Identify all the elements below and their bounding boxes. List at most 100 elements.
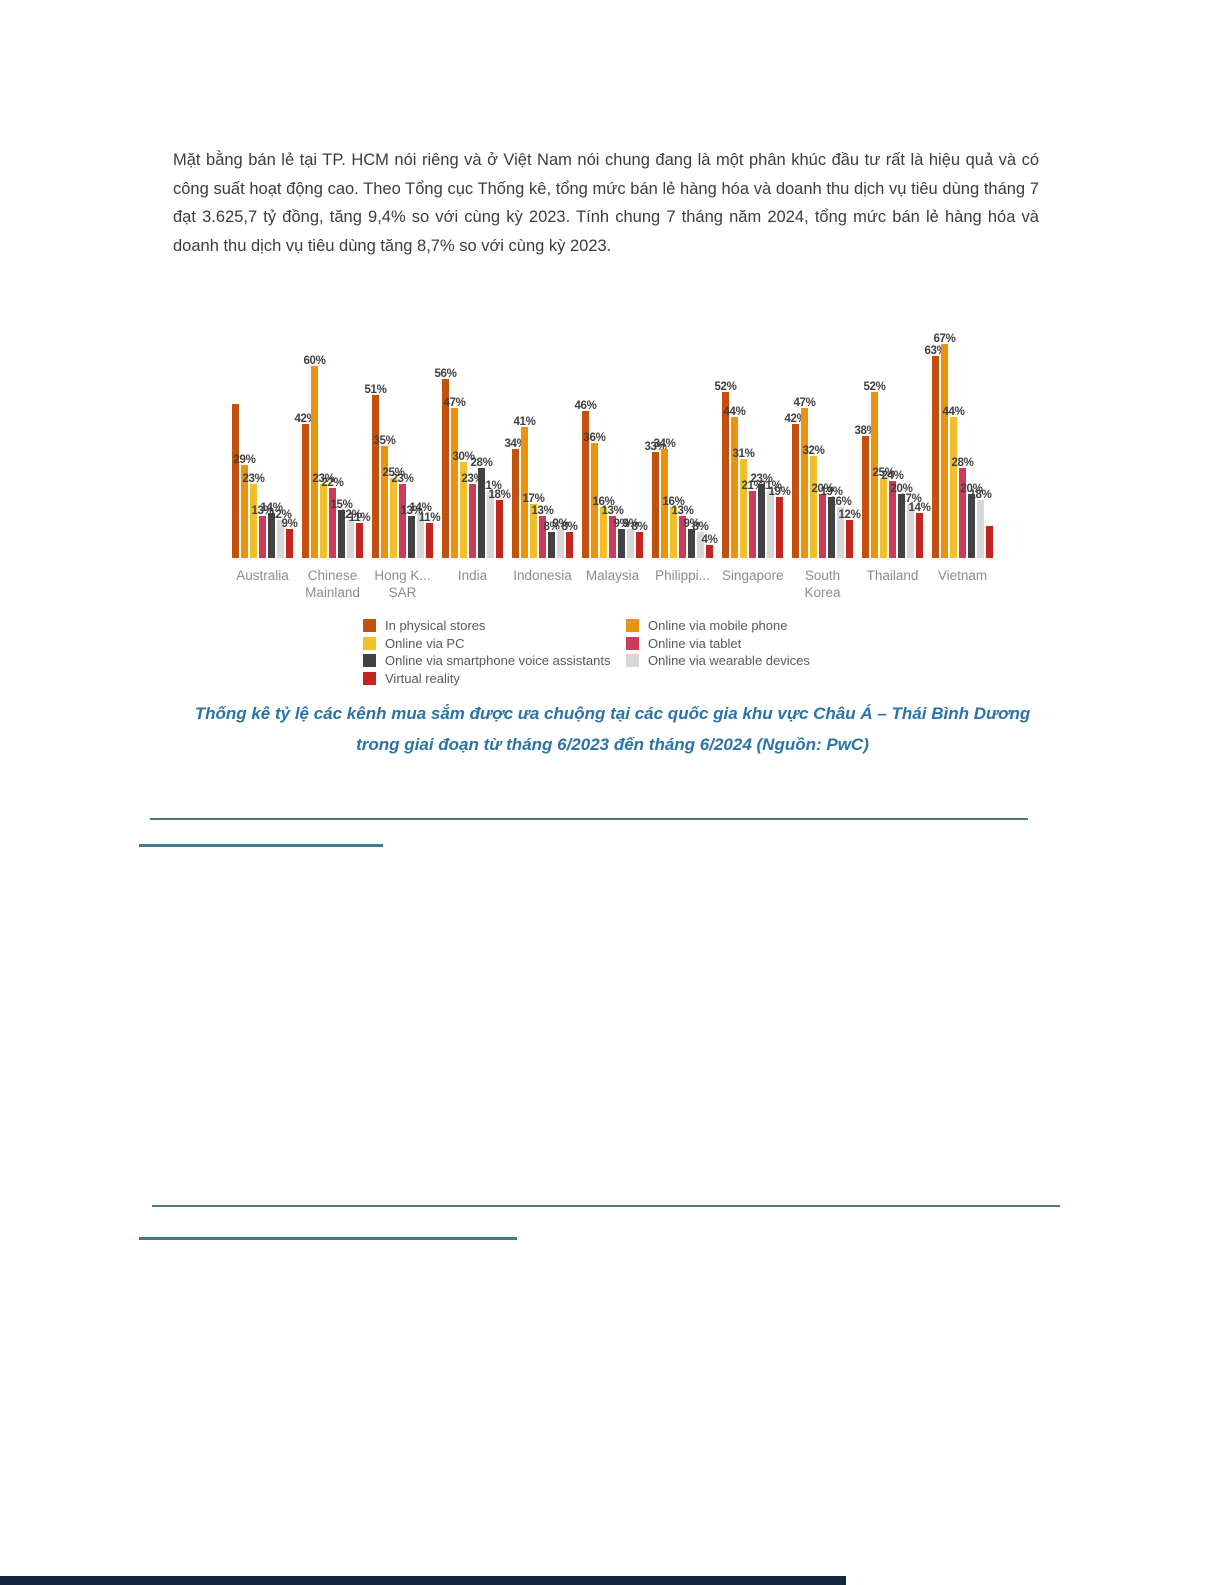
- bar: [557, 529, 564, 558]
- bar: [277, 519, 284, 558]
- bar: [512, 449, 519, 558]
- bar-group-philippi-: 33% 34% 16% 13% 9% 8% 4%: [644, 438, 718, 558]
- bar: [417, 513, 424, 558]
- separator-line-long-2: [152, 1205, 1060, 1207]
- x-axis-label: Australia: [236, 568, 289, 583]
- separator-line-short-1: [139, 844, 383, 847]
- bottom-page-band: [0, 1576, 846, 1585]
- chart-caption: Thống kê tỷ lệ các kênh mua sắm được ưa …: [140, 698, 1085, 760]
- bar-value-label: 16%: [662, 495, 685, 508]
- x-axis-label: Malaysia: [585, 568, 640, 583]
- bar: [259, 516, 266, 558]
- bar-slot: 30%: [452, 451, 475, 558]
- bar-value-label: 47%: [793, 396, 816, 409]
- legend-swatch-icon: [363, 636, 376, 650]
- bar-slot: 8%: [631, 521, 648, 558]
- bar-value-label: 19%: [820, 486, 843, 499]
- bar-slot: 52%: [714, 381, 737, 558]
- bar-value-label: 17%: [899, 492, 922, 505]
- bar-value-label: 18%: [488, 489, 511, 502]
- legend-swatch-icon: [626, 654, 639, 668]
- bar: [487, 490, 494, 558]
- legend-label: In physical stores: [385, 618, 486, 634]
- bar-slot: 23%: [391, 473, 414, 558]
- bar-slot: 15%: [330, 499, 353, 558]
- intro-paragraph: Mặt bằng bán lẻ tại TP. HCM nói riêng và…: [173, 151, 1039, 255]
- legend-label: Online via PC: [385, 635, 465, 651]
- x-axis-label: Vietnam: [937, 568, 988, 583]
- bar: [426, 522, 433, 558]
- bar: [679, 516, 686, 558]
- bar-slot: 17%: [522, 493, 545, 558]
- bar-slot: 12%: [838, 509, 861, 558]
- bar: [880, 478, 887, 558]
- bar: [661, 449, 668, 558]
- bar: [889, 481, 896, 558]
- legend-swatch-icon: [626, 619, 639, 633]
- bar-slot: 9%: [622, 518, 639, 558]
- bar-group-chinese: 42% 60% 23% 22% 15% 12% 11%: [294, 355, 371, 558]
- bar: [670, 506, 677, 558]
- legend-swatch-icon: [363, 654, 376, 668]
- bar-slot: 31%: [732, 448, 755, 558]
- bar: [819, 494, 826, 558]
- bar-value-label: 16%: [592, 495, 615, 508]
- legend-label: Online via wearable devices: [648, 653, 810, 669]
- bar-value-label: 8%: [543, 521, 560, 534]
- bar-slot: 51%: [364, 384, 387, 558]
- bar-value-label: 35%: [373, 435, 396, 447]
- bar-group-singapore: 52% 44% 31% 21% 23% 21% 19%: [714, 381, 791, 558]
- bar: [731, 417, 738, 558]
- bar-value-label: 41%: [513, 415, 536, 428]
- bar-value-label: 14%: [908, 502, 931, 515]
- bar-value-label: 47%: [443, 396, 466, 409]
- bar-slot: 47%: [793, 397, 816, 558]
- bar: [399, 484, 406, 558]
- bar: [566, 532, 573, 558]
- bar-value-label: 11%: [348, 511, 371, 524]
- bar-group-australia: 29% 23% 13% 14% 12% 9%: [232, 404, 298, 558]
- bar: [722, 391, 729, 558]
- bar-slot: 9%: [613, 518, 630, 558]
- bar-slot: [986, 526, 993, 558]
- bar-slot: 24%: [881, 470, 904, 558]
- legend-item: Online via wearable devices: [626, 652, 810, 670]
- bar-value-label: 12%: [269, 508, 292, 521]
- bar-slot: 44%: [723, 406, 746, 558]
- bar-slot: 18%: [969, 489, 992, 558]
- legend-swatch-icon: [363, 619, 376, 633]
- bar: [600, 506, 607, 558]
- bar: [372, 394, 379, 558]
- bar-slot: 41%: [513, 416, 536, 558]
- bar-slot: 9%: [552, 518, 569, 558]
- bar: [871, 391, 878, 558]
- bar: [776, 497, 783, 558]
- bar-slot: 46%: [574, 400, 597, 558]
- bar-slot: 28%: [951, 457, 974, 558]
- bar-slot: 52%: [863, 381, 886, 558]
- bar-slot: 16%: [662, 496, 685, 558]
- bar: [408, 516, 415, 558]
- bar-slot: 12%: [269, 509, 292, 558]
- bar-group-malaysia: 46% 36% 16% 13% 9% 9% 8%: [574, 400, 648, 558]
- bar-slot: [232, 404, 239, 558]
- bar-value-label: 31%: [732, 447, 755, 460]
- bar: [268, 513, 275, 558]
- bar-slot: 11%: [419, 512, 441, 558]
- legend-item: Online via smartphone voice assistants: [363, 652, 626, 670]
- bar-slot: 42%: [784, 413, 807, 558]
- bar-slot: 33%: [644, 441, 667, 558]
- bar-slot: 14%: [260, 502, 283, 558]
- bar: [767, 490, 774, 558]
- bar: [250, 484, 257, 558]
- bar-slot: 67%: [933, 333, 956, 558]
- bar: [521, 426, 528, 558]
- bar-value-label: 52%: [863, 380, 886, 393]
- bar-slot: 25%: [382, 467, 405, 558]
- bar: [977, 500, 984, 558]
- bar-slot: 17%: [899, 493, 922, 558]
- bar: [609, 516, 616, 558]
- chart-legend: In physical stores Online via PC Online vi…: [363, 617, 810, 687]
- bar-value-label: 22%: [321, 476, 344, 489]
- bar-value-label: 20%: [890, 483, 913, 495]
